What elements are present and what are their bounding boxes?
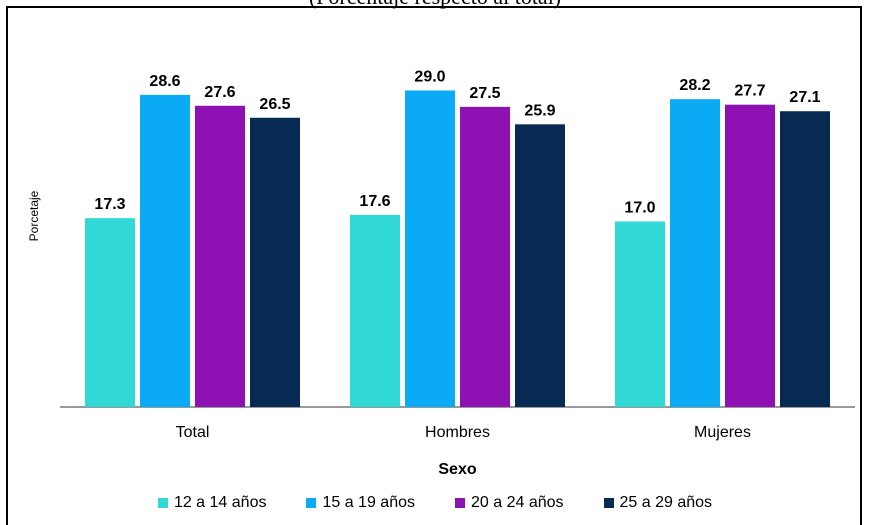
data-label: 28.2 — [679, 77, 710, 94]
bar — [250, 118, 300, 407]
data-label: 29.0 — [414, 68, 445, 85]
data-label: 25.9 — [524, 102, 555, 119]
bar — [405, 90, 455, 407]
data-label: 17.3 — [94, 196, 125, 213]
bar — [140, 95, 190, 407]
data-label: 27.6 — [204, 84, 235, 101]
bar — [725, 105, 775, 407]
data-label: 28.6 — [149, 73, 180, 90]
legend-swatch — [604, 498, 614, 508]
bar — [85, 218, 135, 407]
bar — [780, 111, 830, 407]
x-tick-label: Hombres — [425, 424, 490, 441]
bar — [350, 215, 400, 407]
legend-label: 25 a 29 años — [620, 494, 713, 512]
data-label: 27.7 — [734, 83, 765, 100]
data-label: 26.5 — [259, 96, 290, 113]
bar — [515, 124, 565, 407]
legend-label: 15 a 19 años — [322, 494, 415, 512]
x-axis-title: Sexo — [438, 461, 476, 478]
legend-swatch — [455, 498, 465, 508]
bar — [615, 221, 665, 407]
legend: 12 a 14 años 15 a 19 años 20 a 24 años 25 a… — [0, 494, 870, 512]
legend-label: 12 a 14 años — [174, 494, 267, 512]
x-tick-label: Total — [176, 424, 210, 441]
legend-swatch — [158, 498, 168, 508]
y-axis-title: Porcetaje — [27, 190, 41, 241]
legend-swatch — [306, 498, 316, 508]
bar — [460, 107, 510, 407]
legend-item: 25 a 29 años — [604, 494, 713, 512]
legend-item: 12 a 14 años — [158, 494, 267, 512]
legend-item: 20 a 24 años — [455, 494, 564, 512]
data-label: 27.1 — [789, 89, 820, 106]
data-label: 17.0 — [624, 199, 655, 216]
legend-item: 15 a 19 años — [306, 494, 415, 512]
bar — [195, 106, 245, 407]
bar — [670, 99, 720, 407]
data-label: 27.5 — [469, 85, 500, 102]
x-tick-label: Mujeres — [694, 424, 751, 441]
legend-label: 20 a 24 años — [471, 494, 564, 512]
data-label: 17.6 — [359, 193, 390, 210]
